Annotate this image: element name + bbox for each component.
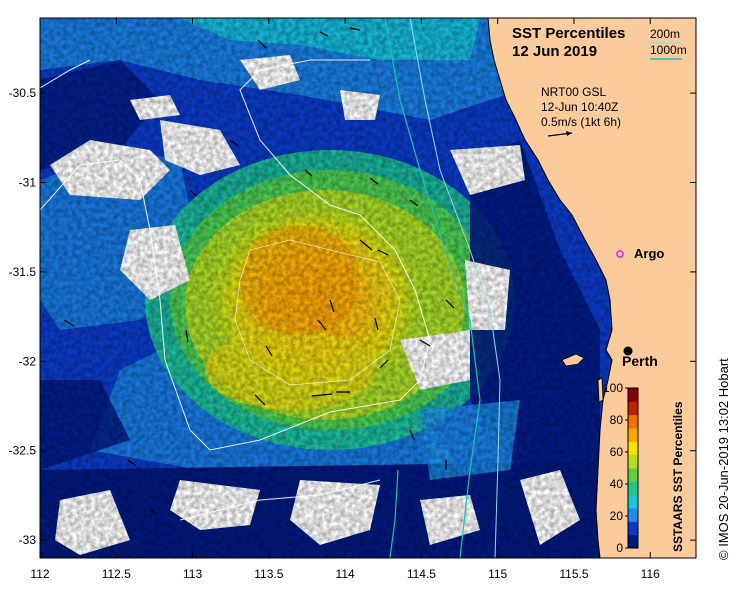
colorbar-segment bbox=[628, 401, 638, 416]
colorbar-tick-label: 60 bbox=[610, 445, 624, 459]
place-argo: Argo bbox=[616, 246, 664, 261]
current-scale: 0.5m/s (1kt 6h) bbox=[541, 115, 621, 129]
argo-marker-icon bbox=[616, 250, 624, 258]
colorbar-segment bbox=[628, 428, 638, 442]
contour-1000m bbox=[384, 18, 481, 558]
x-tick-label: 114.5 bbox=[407, 567, 436, 581]
current-time: 12-Jun 10:40Z bbox=[541, 100, 618, 114]
land-western-australia bbox=[487, 18, 696, 558]
x-axis-longitude: 112 112.5 113 113.5 114 114.5 115 115.5 116 bbox=[30, 18, 660, 581]
current-scale-arrowhead bbox=[566, 131, 572, 136]
garden-island bbox=[597, 377, 604, 403]
colorbar-segment bbox=[628, 441, 638, 456]
map-plot-area bbox=[40, 18, 696, 558]
perth-marker-icon bbox=[623, 346, 633, 356]
contour-1000m-b bbox=[389, 469, 399, 558]
map-title: SST Percentiles bbox=[512, 25, 625, 42]
colorbar-segment bbox=[628, 521, 638, 536]
credit-text: © IMOS 20-Jun-2019 13:02 Hobart bbox=[716, 358, 731, 560]
argo-label: Argo bbox=[634, 246, 664, 261]
colorbar-segment bbox=[628, 388, 638, 402]
x-tick-label: 112.5 bbox=[102, 567, 131, 581]
contour-legend-1000m-label: 1000m bbox=[650, 43, 687, 57]
map-frame bbox=[39, 17, 697, 559]
colorbar-title: SSTAARS SST Percentiles bbox=[671, 401, 685, 552]
current-source: NRT00 GSL bbox=[541, 85, 606, 99]
perth-label: Perth bbox=[622, 353, 658, 369]
colorbar-segment bbox=[628, 508, 638, 522]
y-tick-label: -33 bbox=[19, 533, 37, 547]
x-tick-label: 114 bbox=[336, 567, 355, 581]
y-axis-latitude: -30.5 -31 -31.5 -32 -32.5 -33 bbox=[9, 86, 696, 547]
x-tick-label: 113 bbox=[183, 567, 202, 581]
colorbar-tick-label: 100 bbox=[603, 381, 623, 395]
colorbar-tick-label: 0 bbox=[616, 541, 623, 555]
place-perth: Perth bbox=[622, 346, 658, 369]
contour-200m bbox=[409, 18, 501, 558]
x-tick-label: 116 bbox=[641, 567, 660, 581]
x-tick-label: 115 bbox=[488, 567, 507, 581]
y-tick-label: -31 bbox=[19, 176, 37, 190]
y-tick-label: -31.5 bbox=[9, 265, 37, 279]
contour-deep-2 bbox=[179, 479, 381, 521]
colorbar-tick-label: 20 bbox=[610, 509, 624, 523]
contour-legend: 200m 1000m bbox=[650, 27, 687, 60]
colorbar-segment bbox=[628, 481, 638, 496]
current-vectors bbox=[63, 27, 455, 515]
map-date: 12 Jun 2019 bbox=[512, 43, 597, 60]
current-info: NRT00 GSL 12-Jun 10:40Z 0.5m/s (1kt 6h) bbox=[541, 85, 621, 137]
colorbar-segment bbox=[628, 534, 638, 549]
bathymetry-contours bbox=[40, 18, 501, 558]
colorbar-tick-label: 40 bbox=[610, 477, 624, 491]
y-tick-label: -30.5 bbox=[9, 86, 37, 100]
contour-deep-3 bbox=[234, 239, 401, 386]
x-tick-label: 115.5 bbox=[559, 567, 588, 581]
y-tick-label: -32 bbox=[19, 354, 37, 368]
colorbar-segment bbox=[628, 414, 638, 429]
colorbar-segment bbox=[628, 454, 638, 469]
colorbar-tick-label: 80 bbox=[610, 413, 624, 427]
rottnest-island bbox=[561, 353, 585, 367]
colorbar-segment bbox=[628, 468, 638, 482]
contour-legend-200m-label: 200m bbox=[650, 27, 680, 41]
x-tick-label: 113.5 bbox=[254, 567, 283, 581]
contour-deep bbox=[40, 59, 431, 451]
x-tick-label: 112 bbox=[30, 567, 49, 581]
colorbar: 0 20 40 60 80 100 bbox=[603, 381, 639, 555]
colorbar-segment bbox=[628, 494, 638, 509]
y-tick-label: -32.5 bbox=[9, 444, 37, 458]
colorbar-frame bbox=[627, 387, 639, 549]
